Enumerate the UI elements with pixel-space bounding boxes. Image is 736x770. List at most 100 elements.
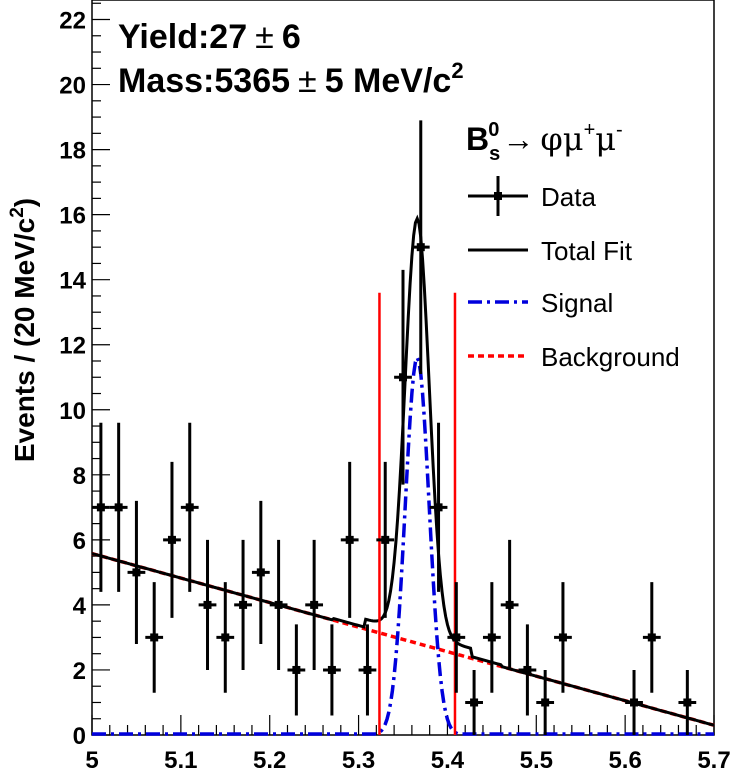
- y-tick-label: 0: [73, 723, 86, 750]
- y-tick-label: 18: [59, 138, 86, 165]
- data-point: [642, 582, 661, 693]
- data-point-marker: [452, 633, 461, 642]
- data-point: [251, 500, 270, 644]
- data-point: [323, 624, 341, 716]
- data-point: [163, 461, 181, 618]
- y-tick-label: 14: [59, 268, 86, 295]
- data-point: [376, 461, 395, 618]
- data-point: [340, 461, 359, 618]
- legend-total-fit-label: Total Fit: [541, 236, 633, 266]
- x-tick-labels: 5 5.1 5.2 5.3 5.4 5.5 5.6 5.7: [85, 747, 730, 770]
- data-point: [411, 120, 430, 375]
- data-point: [358, 624, 377, 716]
- data-point-marker: [274, 600, 283, 609]
- data-point: [180, 422, 199, 592]
- data-point: [625, 669, 643, 735]
- signal-curve: [92, 353, 714, 736]
- data-point-marker: [363, 665, 372, 674]
- y-tick-label: 16: [59, 203, 86, 230]
- data-point-marker: [434, 503, 443, 512]
- data-point: [482, 582, 501, 693]
- background-curve: [91, 551, 715, 727]
- data-point-marker: [345, 535, 354, 544]
- legend-data-label: Data: [541, 182, 596, 212]
- yield-annotation: Yield:27 ±6: [118, 18, 301, 56]
- data-point-marker: [203, 600, 212, 609]
- legend-signal: Signal: [468, 288, 613, 318]
- data-point: [518, 624, 537, 716]
- data-point-marker: [256, 568, 265, 577]
- legend-signal-label: Signal: [541, 288, 613, 318]
- y-tick-label: 22: [59, 8, 86, 35]
- data-point: [678, 669, 697, 735]
- x-tick-label: 5.7: [697, 747, 730, 770]
- data-point-marker: [150, 633, 159, 642]
- legend-background: Background: [468, 342, 680, 372]
- data-point-marker: [132, 568, 141, 577]
- x-tick-label: 5.3: [342, 747, 375, 770]
- y-tick-label: 6: [73, 528, 86, 555]
- data-point-marker: [114, 503, 123, 512]
- y-tick-label: 20: [59, 73, 86, 100]
- data-point: [269, 539, 288, 670]
- mass-annotation: Mass:5365 ±5 MeV/c2: [118, 58, 464, 100]
- data-point-marker: [185, 503, 194, 512]
- data-point: [145, 582, 164, 693]
- data-point: [447, 582, 466, 693]
- data-point-marker: [647, 633, 656, 642]
- legend-data: Data: [468, 176, 596, 216]
- data-point-marker: [310, 600, 319, 609]
- data-point-marker: [327, 665, 336, 674]
- data-point-marker: [541, 698, 550, 707]
- data-point-marker: [292, 665, 301, 674]
- data-point-marker: [523, 665, 532, 674]
- data-point: [305, 539, 324, 670]
- legend-data-marker-box: [494, 192, 502, 200]
- y-tick-label: 12: [59, 333, 86, 360]
- y-tick-labels: 0 2 4 6 8 10 12 14 16 18 20 22: [59, 8, 86, 750]
- data-points: [92, 120, 697, 735]
- y-tick-label: 2: [73, 658, 86, 685]
- data-point: [465, 669, 483, 735]
- data-point-marker: [221, 633, 230, 642]
- data-point-marker: [683, 698, 692, 707]
- data-point: [429, 422, 448, 592]
- legend-total-fit: Total Fit: [468, 236, 633, 266]
- data-point-marker: [558, 633, 567, 642]
- process-label: Bs0→ φμ+μ-: [466, 119, 623, 165]
- data-point-marker: [416, 243, 425, 252]
- data-point-marker: [487, 633, 496, 642]
- y-axis-label: Events / (20 MeV/c2): [7, 198, 40, 462]
- x-tick-label: 5.2: [253, 747, 286, 770]
- data-point-marker: [505, 600, 514, 609]
- x-tick-label: 5: [85, 747, 98, 770]
- data-point-marker: [630, 698, 639, 707]
- data-point-marker: [399, 373, 407, 382]
- plot-frame: [91, 0, 715, 736]
- data-point: [198, 539, 217, 670]
- data-point: [500, 539, 519, 670]
- data-point: [92, 422, 110, 592]
- data-point: [216, 582, 235, 693]
- data-point-marker: [96, 503, 105, 512]
- data-point: [554, 582, 572, 693]
- x-tick-label: 5.1: [164, 747, 197, 770]
- data-point: [127, 500, 146, 644]
- y-tick-label: 8: [73, 463, 86, 490]
- legend: Bs0→ φμ+μ- Data Total Fit Signal Backgrou…: [466, 119, 680, 372]
- data-point: [109, 422, 128, 592]
- x-tick-label: 5.6: [608, 747, 641, 770]
- x-tick-label: 5.5: [520, 747, 553, 770]
- data-point: [394, 269, 412, 485]
- data-point: [287, 624, 306, 716]
- data-point-marker: [239, 600, 248, 609]
- data-point-marker: [167, 535, 176, 544]
- data-point-marker: [470, 698, 479, 707]
- data-point-marker: [381, 535, 390, 544]
- legend-background-label: Background: [541, 342, 680, 372]
- data-point: [234, 539, 252, 670]
- y-tick-label: 10: [59, 398, 86, 425]
- x-tick-label: 5.4: [431, 747, 465, 770]
- data-point: [536, 669, 555, 735]
